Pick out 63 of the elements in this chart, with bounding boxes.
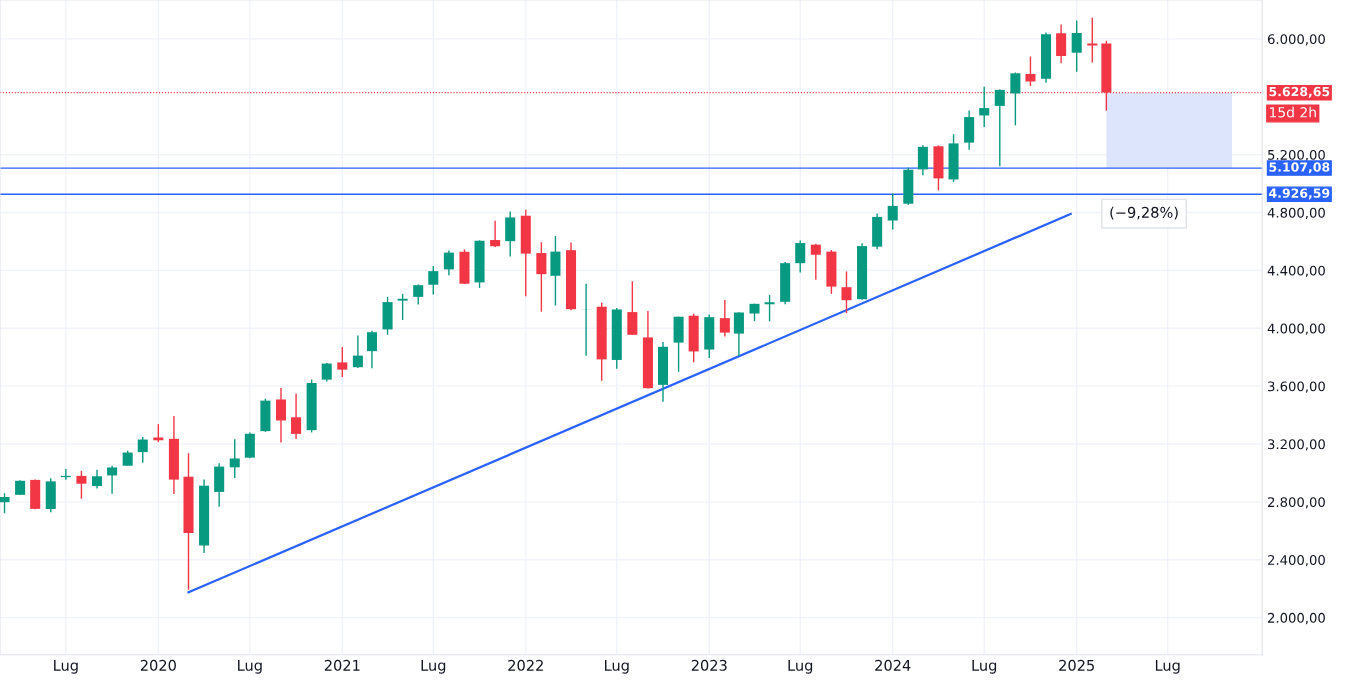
x-tick-label: Lug — [1155, 660, 1180, 674]
ref-line-label: 5.628,65 — [1269, 86, 1330, 98]
candlestick — [321, 362, 332, 383]
x-tick-label: 2023 — [691, 659, 727, 671]
x-tick-label: Lug — [788, 660, 813, 674]
candlestick — [366, 330, 377, 370]
candlestick — [1056, 23, 1067, 64]
candlestick — [428, 265, 439, 296]
candlestick — [137, 436, 148, 464]
x-tick-label: 2021 — [324, 659, 360, 671]
candlestick — [443, 249, 454, 276]
candlestick — [291, 392, 302, 440]
x-tick-label: Lug — [54, 660, 78, 674]
y-tick-label: 2.800,00 — [1268, 497, 1325, 509]
x-tick-label: Lug — [972, 660, 997, 674]
y-tick-label: 2.400,00 — [1268, 555, 1325, 567]
x-tick-label: Lug — [605, 660, 629, 674]
y-tick-label: 2.000,00 — [1268, 612, 1325, 625]
candlestick — [719, 299, 730, 338]
candlestick — [244, 431, 255, 459]
x-tick-label: 2020 — [140, 659, 176, 671]
y-tick-label: 6.000,00 — [1267, 34, 1325, 46]
candlestick — [0, 492, 10, 514]
candlestick — [733, 311, 744, 357]
y-tick-label: 5.200,00 — [1268, 149, 1325, 162]
candlestick — [91, 469, 103, 490]
candlestick — [337, 346, 348, 378]
candlestick — [505, 210, 516, 258]
x-tick-label: Lug — [421, 660, 446, 674]
candlestick — [76, 470, 87, 500]
candlestick — [536, 241, 547, 313]
y-tick-label: 4.800,00 — [1267, 207, 1325, 220]
annotation: (−9,28%) — [1110, 206, 1178, 220]
candlestick — [627, 280, 638, 336]
y-tick-label: 3.600,00 — [1268, 381, 1325, 393]
text: 15d 2h — [1270, 106, 1316, 118]
candlestick — [490, 219, 501, 248]
y-tick-label: 4.000,00 — [1267, 323, 1325, 335]
candlestick — [352, 334, 363, 369]
candlestick — [1025, 55, 1036, 87]
candlestick — [841, 270, 852, 314]
candlestick — [764, 294, 775, 323]
x-tick-label: 2022 — [508, 659, 543, 671]
candlestick — [1087, 16, 1098, 64]
candlestick — [397, 293, 408, 321]
candlestick — [979, 86, 990, 128]
ref-line-label: 5.107,08 — [1269, 162, 1330, 174]
candlestick — [275, 387, 287, 444]
y-tick-label: 4.400,00 — [1267, 265, 1325, 277]
candlestick — [917, 144, 928, 177]
candlestick — [229, 438, 240, 479]
candlestick — [887, 192, 898, 231]
ref-line-label: 4.926,59 — [1269, 188, 1330, 200]
x-tick-label: 2025 — [1059, 659, 1094, 671]
x-tick-label: Lug — [238, 660, 262, 674]
candlestick — [1010, 71, 1021, 126]
x-tick-label: 2024 — [875, 659, 911, 671]
y-tick-label: 3.200,00 — [1268, 439, 1325, 451]
candlestick — [1071, 19, 1082, 73]
candlestick — [810, 243, 821, 281]
candlestick — [994, 88, 1005, 167]
candlestick — [107, 465, 118, 495]
candlestick — [795, 239, 806, 274]
